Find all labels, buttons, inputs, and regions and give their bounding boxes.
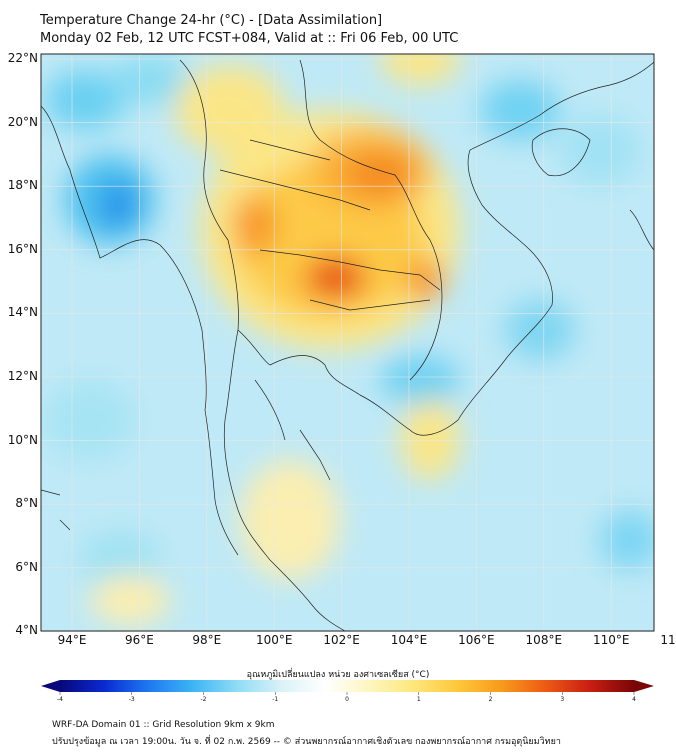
lon-tick-label: 94°E	[57, 633, 87, 647]
lat-tick-label: 22°N	[7, 51, 38, 65]
lon-tick-label: 100°E	[255, 633, 293, 647]
lat-tick-label: 6°N	[15, 559, 38, 574]
lon-tick-label: 98°E	[192, 633, 222, 647]
coastline-borders	[41, 59, 654, 631]
colorbar-tick-label: 3	[560, 696, 565, 703]
colorbar-max-arrow	[634, 680, 654, 692]
colorbar-gradient	[60, 680, 634, 692]
lat-tick-label: 12°N	[7, 369, 38, 383]
colorbar-min-arrow	[41, 680, 60, 692]
lon-tick-label: 104°E	[390, 633, 428, 647]
lat-tick-label: 4°N	[15, 623, 38, 638]
colorbar-tick-label: 2	[488, 696, 493, 703]
lat-tick-label: 20°N	[7, 114, 38, 129]
temperature-field	[41, 54, 654, 631]
lon-tick-label: 96°E	[124, 633, 154, 647]
lat-tick-label: 8°N	[15, 496, 38, 511]
lon-tick-label: 106°E	[458, 633, 495, 647]
footer-model-info: WRF-DA Domain 01 :: Grid Resolution 9km …	[52, 720, 275, 730]
lat-tick-label: 10°N	[7, 432, 38, 447]
colorbar	[41, 680, 654, 695]
colorbar-tick-label: 0	[345, 696, 349, 703]
chart-title: Temperature Change 24-hr (°C) - [Data As…	[40, 13, 383, 28]
footer-credit: ปรับปรุงข้อมูล ณ เวลา 19:00น. วัน จ. ที่…	[52, 737, 561, 747]
lon-tick-label: 110°E	[592, 633, 630, 647]
lon-tick-label: 108°E	[525, 633, 563, 647]
chart-subtitle: Monday 02 Feb, 12 UTC FCST+084, Valid at…	[40, 31, 459, 46]
lat-tick-label: 16°N	[7, 241, 38, 256]
colorbar-tick-label: -4	[57, 696, 63, 703]
colorbar-tick-label: -2	[200, 696, 207, 703]
lon-tick-label: 112°E	[660, 633, 676, 647]
colorbar-tick-label: -1	[272, 696, 279, 703]
map-frame	[40, 53, 655, 632]
lat-tick-label: 14°N	[7, 305, 38, 320]
colorbar-label: อุณหภูมิเปลี่ยนแปลง หน่วย องศาเซลเซียส (…	[246, 670, 430, 680]
lon-tick-label: 102°E	[323, 633, 360, 647]
lat-tick-label: 18°N	[7, 178, 38, 193]
colorbar-tick-label: 4	[632, 696, 636, 703]
colorbar-tick-label: -3	[128, 696, 135, 703]
colorbar-tick-label: 1	[416, 696, 421, 703]
